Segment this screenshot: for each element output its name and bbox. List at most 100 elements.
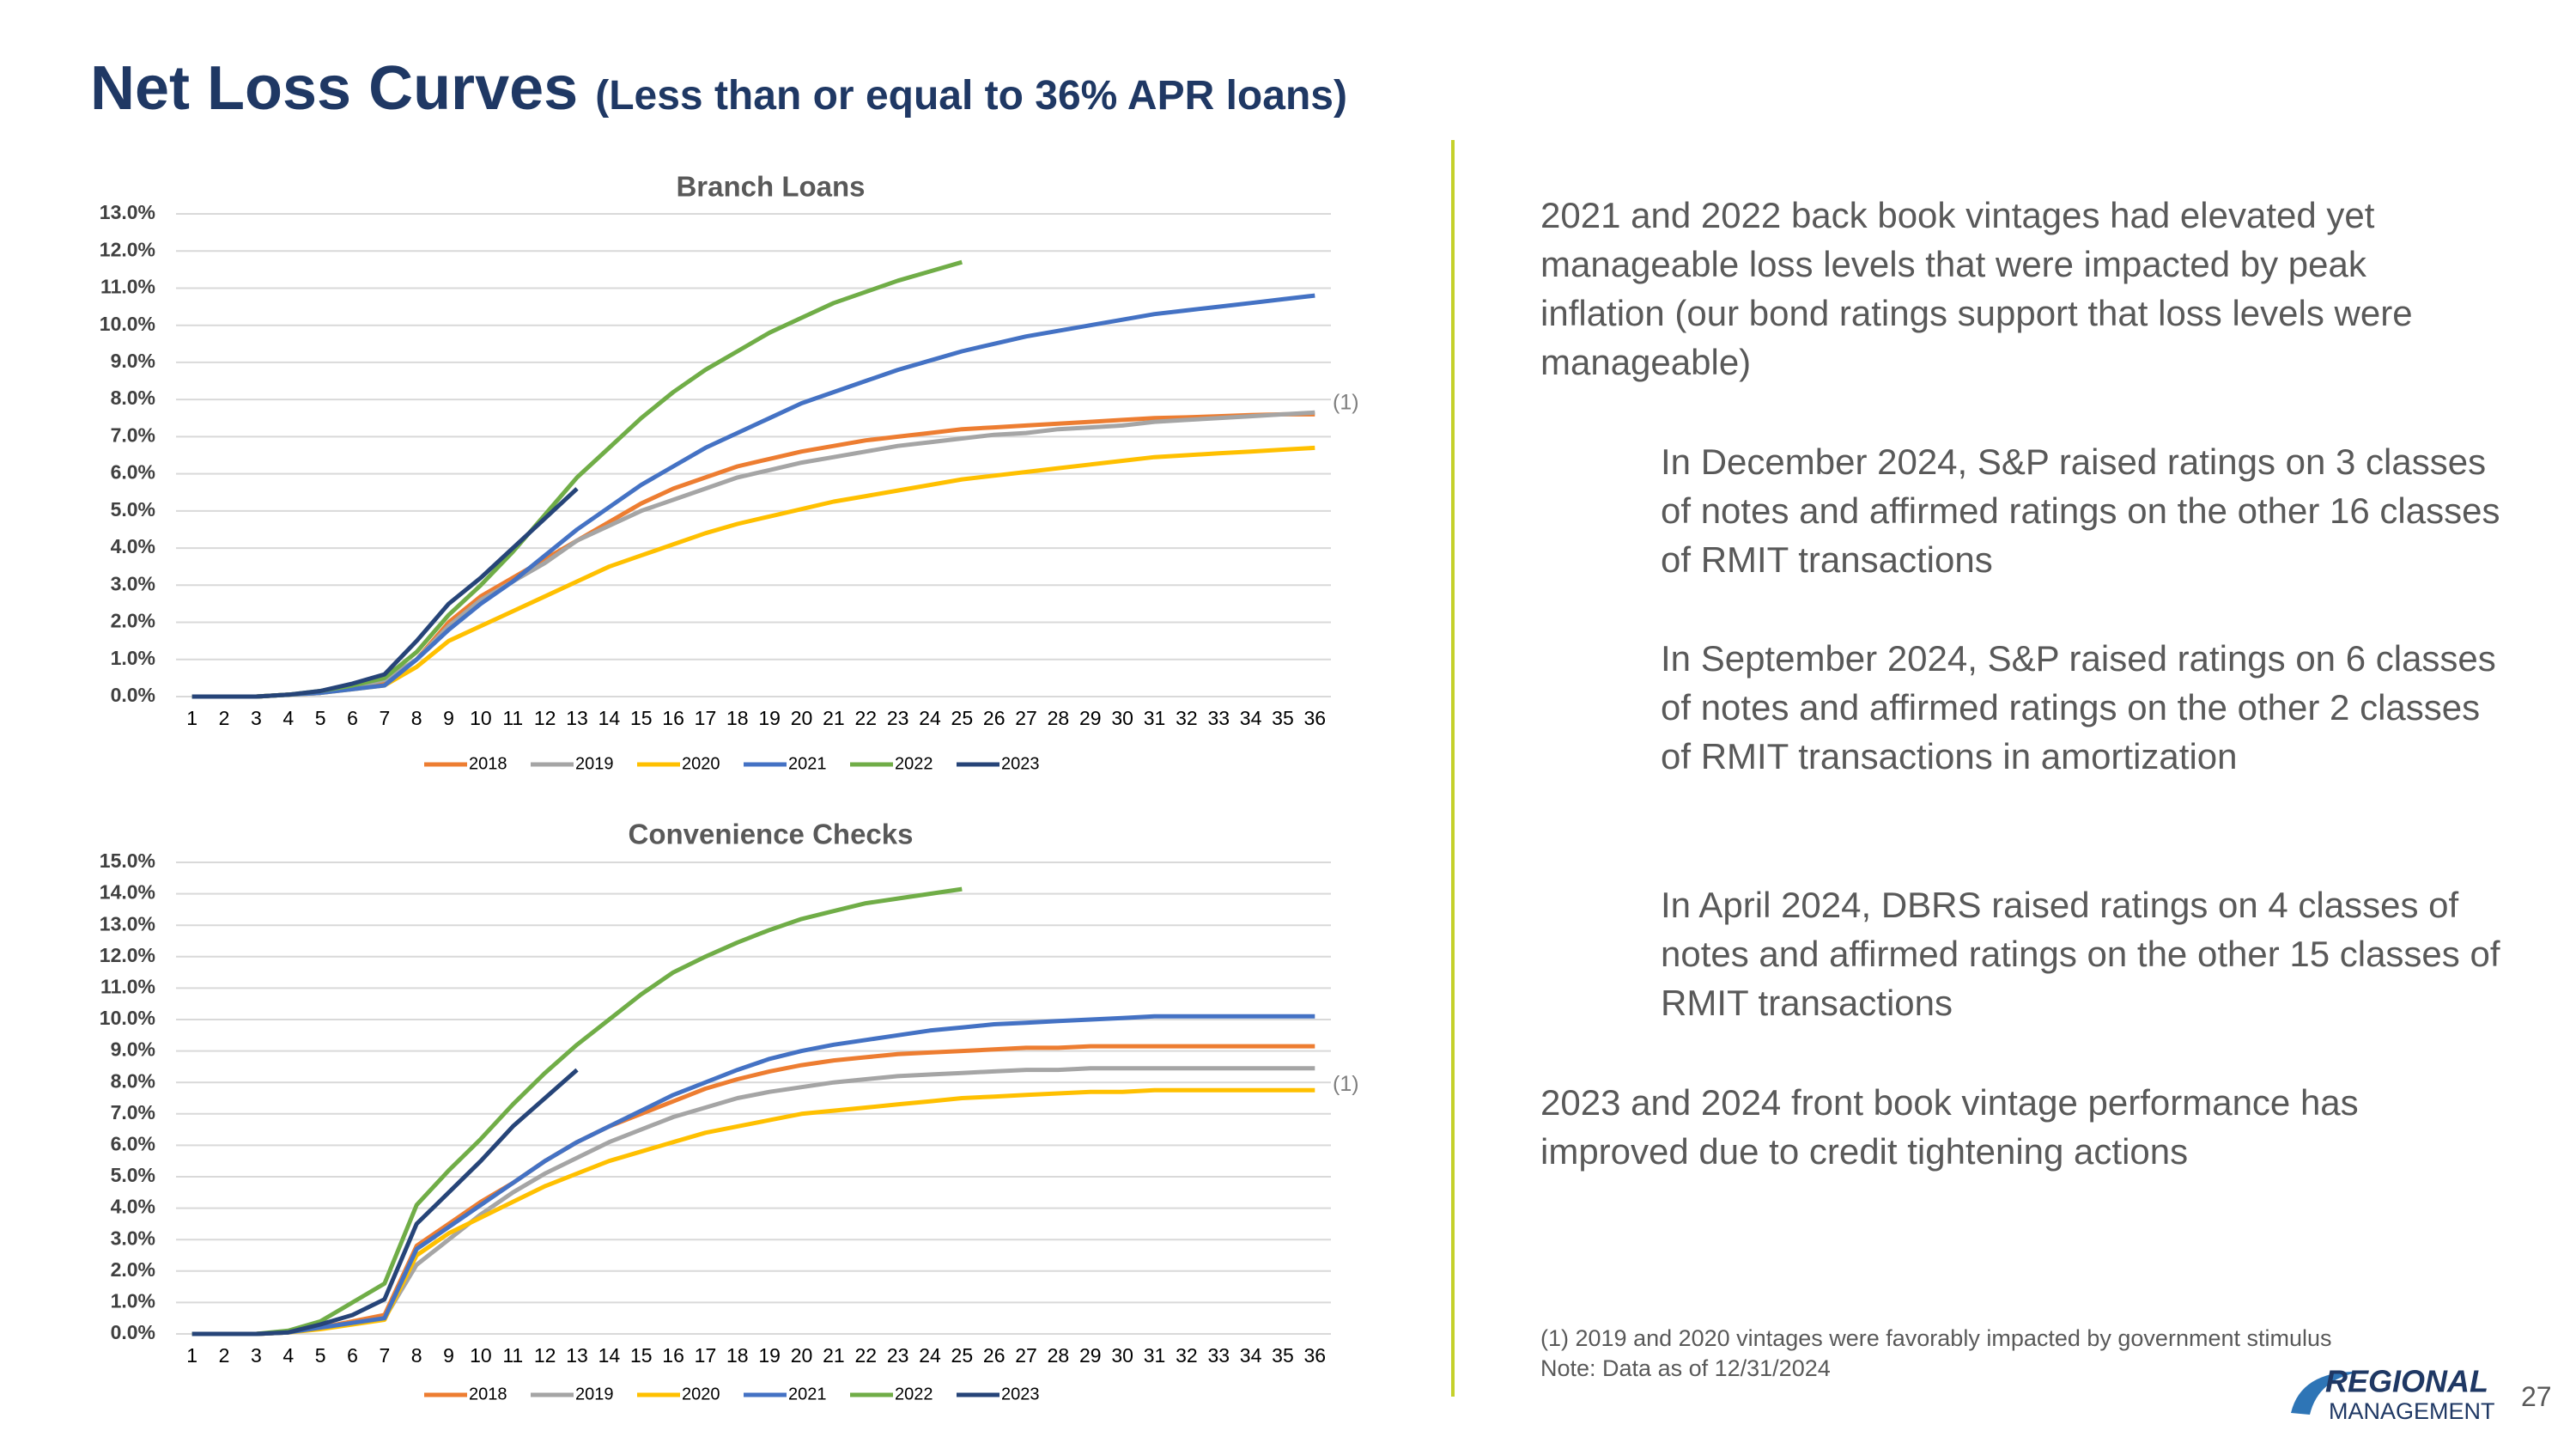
- x-tick-label: 34: [1240, 1344, 1262, 1367]
- subtitle: (Less than or equal to 36% APR loans): [595, 73, 1347, 119]
- x-tick-label: 16: [662, 1344, 684, 1367]
- series-line: [191, 487, 579, 699]
- slide-title: Net Loss Curves (Less than or equal to 3…: [90, 53, 1347, 124]
- x-tick-label: 15: [630, 707, 653, 729]
- x-tick-label: 15: [630, 1344, 653, 1367]
- x-tick-label: 19: [758, 707, 781, 729]
- legend-label: 2020: [682, 1385, 720, 1403]
- x-tick-label: 27: [1015, 1344, 1037, 1367]
- y-tick-label: 13.0%: [100, 912, 155, 935]
- x-tick-label: 13: [566, 1344, 588, 1367]
- x-tick-label: 6: [347, 1344, 358, 1367]
- x-tick-label: 21: [823, 707, 845, 729]
- y-tick-label: 10.0%: [100, 1007, 155, 1029]
- y-tick-label: 3.0%: [111, 572, 155, 594]
- x-tick-label: 10: [470, 707, 492, 729]
- x-tick-label: 3: [251, 1344, 262, 1367]
- charts: Branch Loans 0.0% 1.0% 2.0% 3.0% 4.0% 5.0% 6.0%…: [100, 171, 1359, 1404]
- x-tick-label: 6: [347, 707, 358, 729]
- x-tick-label: 31: [1144, 707, 1166, 729]
- x-tick-label: 22: [854, 707, 877, 729]
- y-tick-label: 2.0%: [111, 1258, 155, 1281]
- x-tick-label: 5: [315, 1344, 326, 1367]
- x-tick-label: 14: [598, 707, 621, 729]
- divider: [1451, 140, 1455, 1397]
- x-tick-label: 13: [566, 707, 588, 729]
- x-tick-label: 4: [283, 707, 294, 729]
- x-tick-label: 9: [443, 1344, 454, 1367]
- paragraph: 2023 and 2024 front book vintage perform…: [1540, 1082, 2359, 1172]
- x-tick-label: 18: [726, 707, 749, 729]
- y-tick-label: 5.0%: [111, 1164, 155, 1186]
- x-tick-label: 23: [887, 1344, 909, 1367]
- y-tick-label: 12.0%: [100, 944, 155, 966]
- chart-title: Branch Loans: [676, 171, 865, 203]
- x-tick-label: 24: [919, 707, 941, 729]
- legend-label: 2022: [895, 1385, 933, 1403]
- y-tick-label: 15.0%: [100, 849, 155, 872]
- x-tick-label: 27: [1015, 707, 1037, 729]
- x-tick-label: 33: [1207, 707, 1230, 729]
- logo-text: REGIONAL: [2325, 1364, 2488, 1399]
- y-tick-label: 9.0%: [111, 350, 155, 372]
- x-tick-label: 26: [983, 1344, 1005, 1367]
- y-tick-label: 2.0%: [111, 610, 155, 632]
- series-line: [191, 1066, 1315, 1336]
- x-tick-label: 21: [823, 1344, 845, 1367]
- x-tick-label: 8: [411, 707, 422, 729]
- x-tick-label: 20: [791, 1344, 813, 1367]
- legend-label: 2022: [895, 754, 933, 773]
- y-tick-label: 1.0%: [111, 647, 155, 669]
- x-tick-label: 7: [379, 707, 390, 729]
- legend-label: 2023: [1001, 1385, 1040, 1403]
- y-tick-label: 9.0%: [111, 1038, 155, 1061]
- y-tick-label: 8.0%: [111, 1069, 155, 1092]
- x-tick-label: 17: [695, 707, 717, 729]
- logo-text: MANAGEMENT: [2329, 1398, 2495, 1424]
- x-tick-label: 14: [598, 1344, 621, 1367]
- x-tick-label: 25: [951, 1344, 974, 1367]
- x-tick-label: 31: [1144, 1344, 1166, 1367]
- x-tick-label: 30: [1111, 1344, 1133, 1367]
- y-tick-label: 5.0%: [111, 498, 155, 521]
- y-tick-label: 3.0%: [111, 1227, 155, 1249]
- x-tick-label: 22: [854, 1344, 877, 1367]
- x-tick-label: 32: [1176, 707, 1198, 729]
- x-tick-label: 16: [662, 707, 684, 729]
- x-tick-label: 3: [251, 707, 262, 729]
- x-tick-label: 34: [1240, 707, 1262, 729]
- y-tick-label: 4.0%: [111, 535, 155, 557]
- chart-title: Convenience Checks: [629, 819, 914, 850]
- x-tick-label: 28: [1048, 707, 1070, 729]
- series-line: [191, 259, 963, 699]
- x-tick-label: 1: [186, 1344, 197, 1367]
- y-tick-label: 6.0%: [111, 1132, 155, 1154]
- legend-label: 2021: [788, 754, 827, 773]
- page-number: 27: [2521, 1381, 2552, 1412]
- y-tick-label: 7.0%: [111, 423, 155, 446]
- x-tick-label: 36: [1304, 707, 1327, 729]
- x-tick-label: 4: [283, 1344, 294, 1367]
- y-tick-label: 8.0%: [111, 387, 155, 409]
- y-tick-label: 11.0%: [100, 975, 155, 997]
- x-tick-label: 19: [758, 1344, 781, 1367]
- x-tick-label: 17: [695, 1344, 717, 1367]
- x-tick-label: 18: [726, 1344, 749, 1367]
- series-line: [191, 1068, 579, 1336]
- series-line: [191, 1014, 1315, 1336]
- paragraph: In December 2024, S&P raised ratings on …: [1661, 441, 2500, 580]
- series-line: [191, 886, 963, 1336]
- x-tick-label: 7: [379, 1344, 390, 1367]
- legend-label: 2023: [1001, 754, 1040, 773]
- footnote: (1) 2019 and 2020 vintages were favorabl…: [1540, 1325, 2332, 1351]
- series-line: [191, 1044, 1315, 1336]
- x-tick-label: 9: [443, 707, 454, 729]
- legend-label: 2020: [682, 754, 720, 773]
- x-tick-label: 10: [470, 1344, 492, 1367]
- y-tick-label: 12.0%: [100, 238, 155, 260]
- x-tick-label: 28: [1048, 1344, 1070, 1367]
- x-tick-label: 2: [219, 707, 230, 729]
- x-tick-label: 12: [534, 707, 556, 729]
- y-tick-label: 4.0%: [111, 1196, 155, 1218]
- x-tick-label: 25: [951, 707, 974, 729]
